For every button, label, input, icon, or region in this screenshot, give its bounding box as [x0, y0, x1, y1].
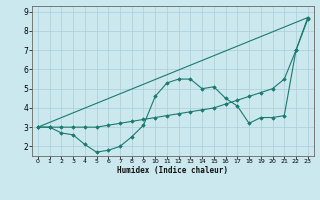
X-axis label: Humidex (Indice chaleur): Humidex (Indice chaleur) — [117, 166, 228, 175]
